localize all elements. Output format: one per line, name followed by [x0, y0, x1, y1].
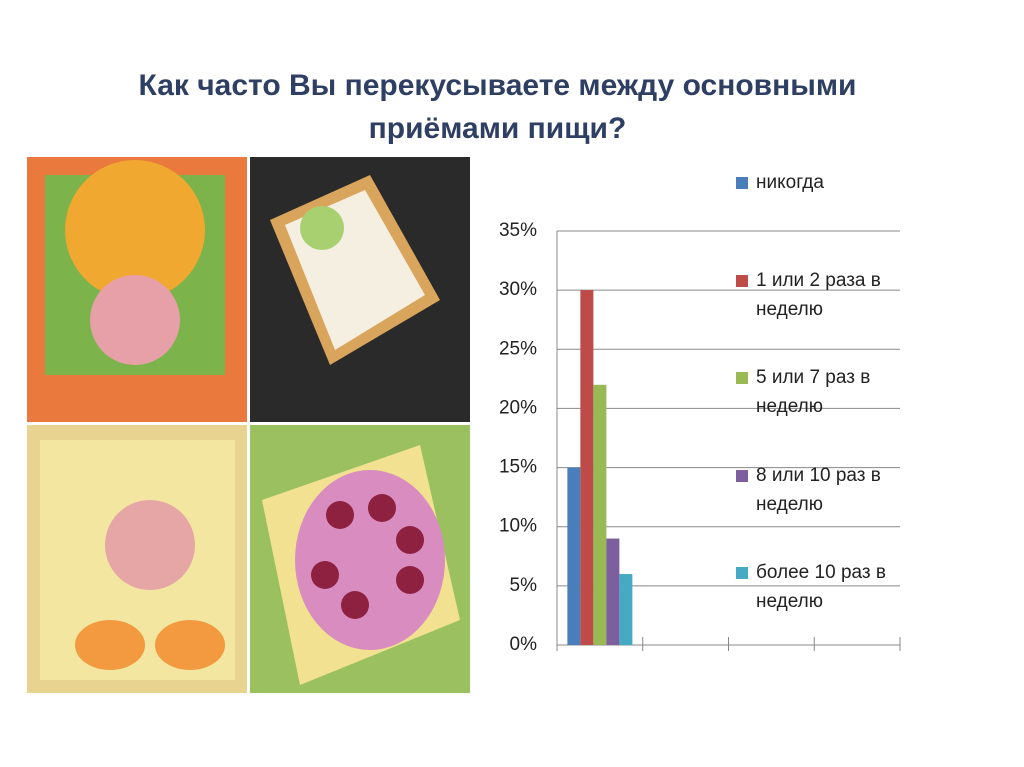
bar	[567, 467, 581, 645]
bar	[606, 538, 620, 645]
y-tick-label: 30%	[499, 279, 537, 300]
legend-label: 5 или 7 раз в неделю	[756, 367, 871, 417]
y-tick-label: 25%	[499, 338, 537, 359]
y-tick-label: 0%	[510, 634, 538, 655]
legend-label: 1 или 2 раза в неделю	[756, 269, 881, 320]
slide-title: Как часто Вы перекусываете между основны…	[138, 69, 857, 145]
y-tick-label: 35%	[499, 220, 537, 241]
y-tick-label: 5%	[510, 575, 538, 596]
legend-swatch	[736, 274, 748, 287]
legend-swatch	[736, 567, 748, 579]
photos	[27, 157, 470, 693]
bar	[580, 290, 594, 645]
y-tick-label: 10%	[499, 516, 537, 537]
legend-swatch	[736, 372, 748, 384]
legend-swatch	[736, 177, 748, 189]
legend-label: 8 или 10 раз в неделю	[756, 464, 881, 515]
category-dividers	[556, 231, 901, 651]
legend-swatch	[736, 469, 748, 482]
y-tick-label: 15%	[499, 457, 537, 478]
bar	[619, 574, 633, 645]
bar	[593, 384, 607, 645]
y-tick-label: 20%	[499, 397, 537, 418]
legend-label: более 10 раз в неделю	[756, 562, 886, 612]
legend-label: никогда	[756, 172, 824, 193]
